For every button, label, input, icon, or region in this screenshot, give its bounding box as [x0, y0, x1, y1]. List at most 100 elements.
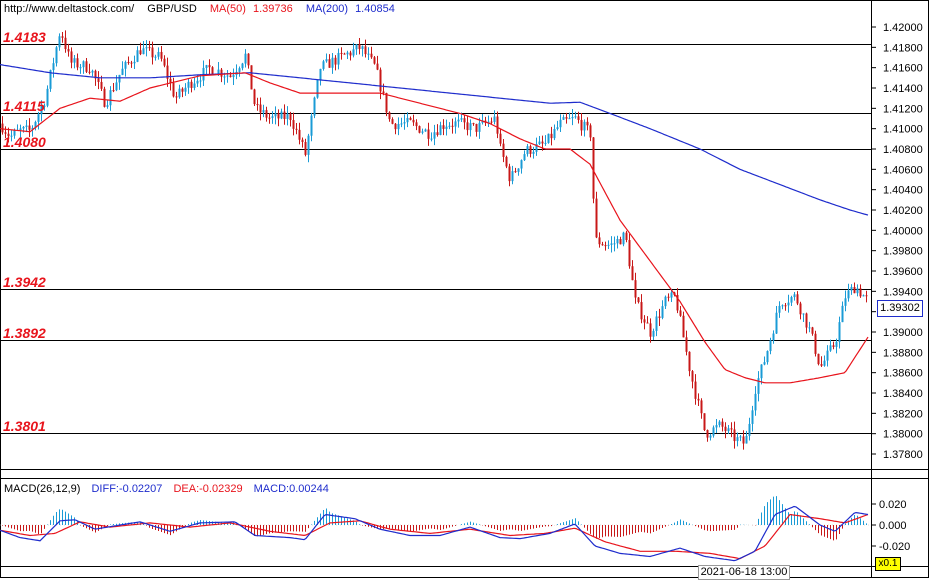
level-label: 1.3942	[3, 273, 46, 290]
y-tick-label: 1.40800	[883, 144, 923, 156]
candle-body	[265, 110, 268, 118]
candle-body	[262, 110, 265, 113]
candle-body	[697, 398, 700, 401]
y-tick-label: 1.40000	[883, 225, 923, 237]
candle-body	[802, 313, 805, 315]
candle-body	[85, 61, 88, 72]
candle-body	[25, 125, 28, 127]
candle-body	[634, 280, 637, 298]
y-tick-label: 1.38800	[883, 347, 923, 359]
candle-body	[94, 70, 97, 79]
candle-body	[274, 113, 277, 117]
candle-body	[832, 345, 835, 347]
candle-body	[13, 130, 16, 136]
candle-body	[364, 46, 367, 55]
candle-body	[526, 146, 529, 155]
candle-body	[19, 128, 22, 130]
candle-body	[46, 88, 49, 106]
ma200-label: MA(200)	[305, 3, 348, 15]
candle-body	[703, 413, 706, 431]
candle-body	[418, 126, 421, 133]
candle-body	[379, 69, 382, 92]
crosshair-time-label: 2021-06-18 13:00	[698, 565, 790, 580]
candle-body	[370, 53, 373, 58]
candle-body	[574, 116, 577, 118]
level-label: 1.4080	[3, 133, 46, 150]
candle-body	[859, 288, 862, 297]
candle-body	[781, 305, 784, 307]
candle-body	[577, 116, 580, 120]
candle-body	[568, 118, 571, 120]
candle-body	[463, 118, 466, 123]
candle-body	[658, 316, 661, 318]
candle-body	[517, 168, 520, 172]
macd-y-tick-label: -0.020	[879, 541, 910, 553]
y-tick-label: 1.38000	[883, 429, 923, 441]
candle-body	[637, 297, 640, 303]
candle-body	[487, 121, 490, 123]
candle-body	[592, 137, 595, 199]
candle-body	[793, 294, 796, 298]
candle-body	[616, 239, 619, 244]
candle-body	[151, 47, 154, 58]
candle-body	[559, 119, 562, 128]
candle-body	[739, 436, 742, 438]
candle-body	[469, 123, 472, 131]
candle-body	[37, 114, 40, 122]
candle-body	[244, 53, 247, 64]
candle-body	[67, 49, 70, 52]
candle-body	[97, 78, 100, 82]
candle-body	[796, 294, 799, 304]
candle-body	[40, 106, 43, 115]
candle-body	[595, 198, 598, 238]
candle-body	[400, 123, 403, 125]
candle-body	[61, 36, 64, 38]
candle-body	[838, 322, 841, 342]
candle-body	[409, 117, 412, 120]
candle-body	[748, 423, 751, 436]
candle-body	[814, 333, 817, 354]
candle-body	[157, 51, 160, 57]
candle-body	[136, 50, 139, 62]
candle-body	[337, 52, 340, 65]
level-label: 1.4183	[3, 28, 46, 45]
candle-body	[664, 296, 667, 307]
zoom-button[interactable]: x0.1	[875, 557, 901, 571]
candle-body	[289, 113, 292, 121]
candle-body	[511, 171, 514, 182]
candle-body	[211, 67, 214, 75]
candle-body	[385, 92, 388, 113]
candle-body	[256, 104, 259, 106]
candle-body	[58, 36, 61, 48]
candle-body	[52, 63, 55, 71]
candle-body	[583, 121, 586, 131]
candle-body	[292, 120, 295, 129]
candle-body	[553, 128, 556, 139]
candle-body	[241, 63, 244, 69]
candle-body	[319, 68, 322, 80]
candle-body	[43, 105, 46, 107]
macd-dea-line	[0, 513, 869, 560]
candle-body	[733, 429, 736, 442]
y-tick-label: 1.41400	[883, 83, 923, 95]
candle-body	[196, 80, 199, 84]
macd-value: MACD:0.00244	[253, 483, 329, 495]
candle-body	[694, 381, 697, 399]
candle-body	[346, 52, 349, 55]
candle-body	[790, 297, 793, 303]
candle-body	[376, 63, 379, 70]
candle-body	[481, 120, 484, 123]
candle-body	[847, 290, 850, 299]
candle-body	[193, 83, 196, 88]
candle-body	[421, 131, 424, 133]
ma50-value: 1.39736	[252, 3, 293, 15]
candle-body	[724, 426, 727, 432]
y-tick-label: 1.42000	[883, 22, 923, 34]
candle-body	[433, 132, 436, 139]
candle-body	[445, 126, 448, 129]
site-url[interactable]: http://www.deltastock.com/	[4, 3, 135, 15]
candle-body	[772, 333, 775, 341]
candle-body	[190, 81, 193, 88]
candle-body	[775, 312, 778, 334]
candle-body	[670, 292, 673, 298]
